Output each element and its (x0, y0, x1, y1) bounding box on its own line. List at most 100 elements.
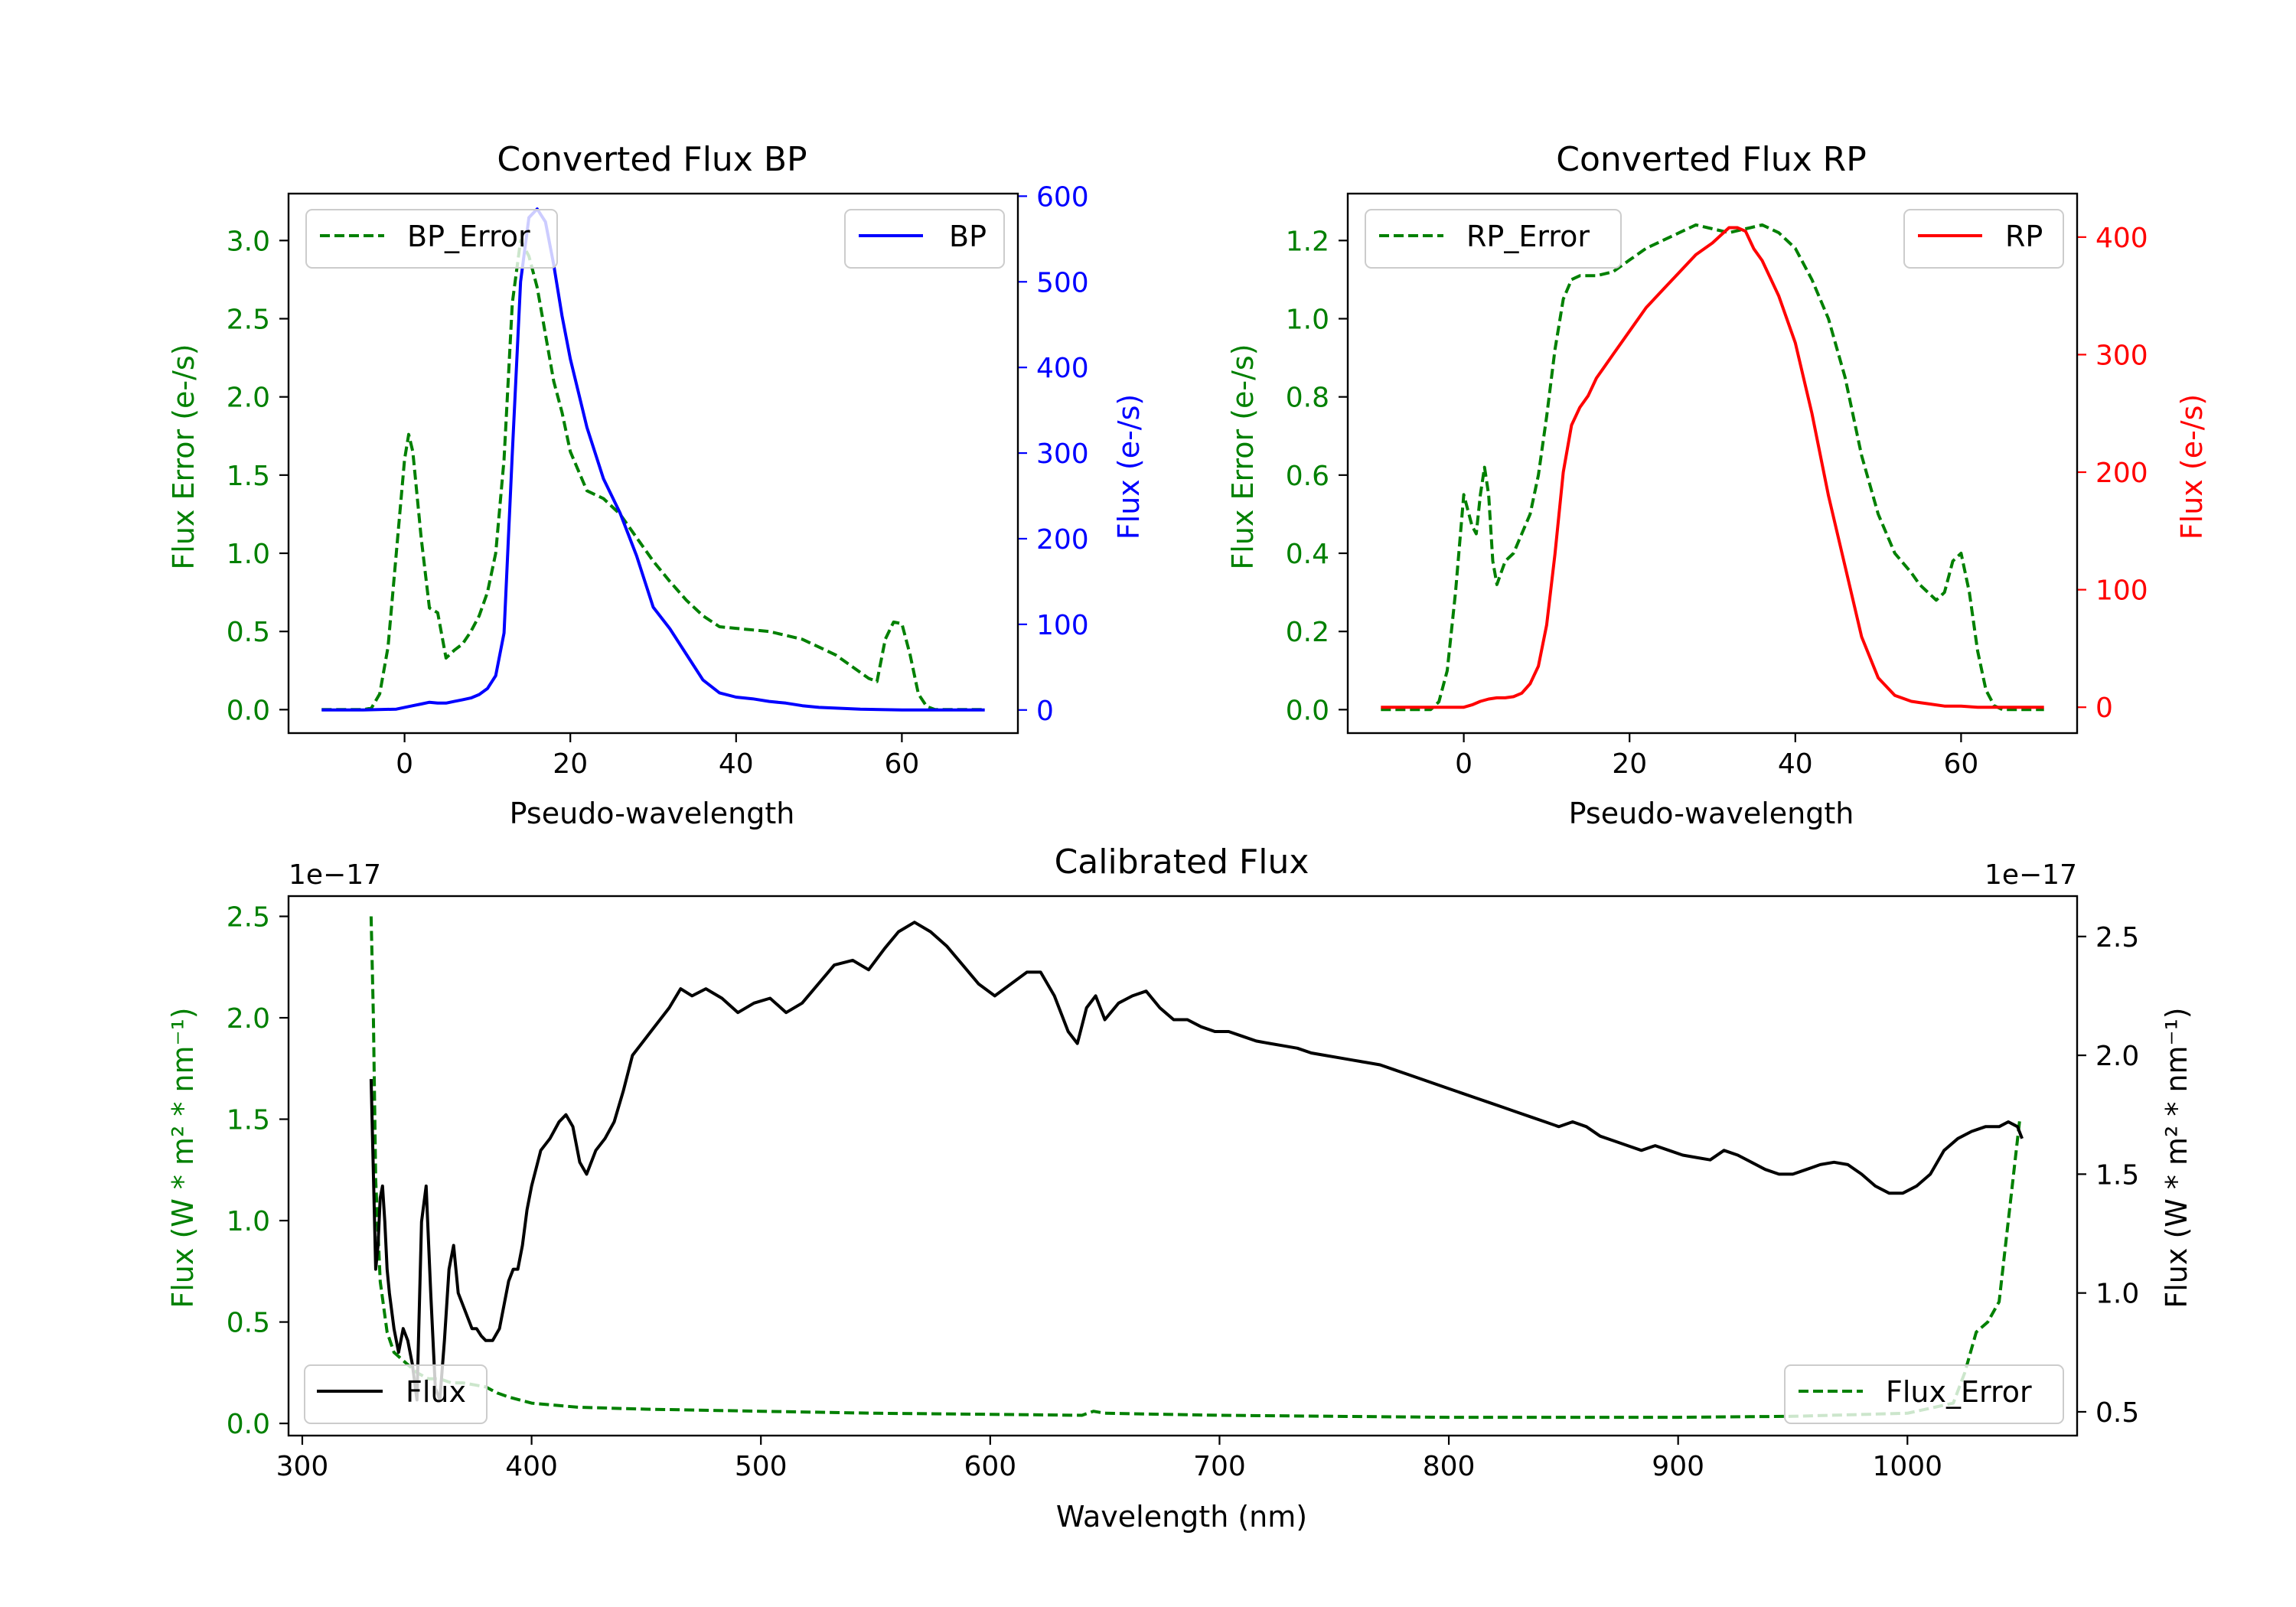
cal-legend-error-label: Flux_Error (1886, 1375, 2032, 1409)
cal-title: Calibrated Flux (1055, 843, 1309, 882)
bp-ytick-left-label: 2.5 (227, 304, 270, 335)
cal-legend-flux-label: Flux (406, 1375, 466, 1409)
rp-ytick-left-label: 0.8 (1286, 383, 1329, 414)
bp-ytick-left-label: 1.0 (227, 539, 270, 570)
rp-ytick-left-label: 0.6 (1286, 461, 1329, 492)
cal-ylabel-left: Flux (W * m² * nm⁻¹) (166, 1007, 200, 1308)
calibrated-ytick-right-label: 1.5 (2095, 1159, 2139, 1191)
rp-ytick-left-label: 1.0 (1286, 304, 1329, 335)
calibrated-xtick-label: 300 (276, 1451, 329, 1482)
rp-legend-flux-label: RP (2005, 220, 2043, 253)
bp-ytick-right-label: 500 (1036, 267, 1089, 298)
calibrated-xtick-label: 500 (735, 1451, 788, 1482)
rp-legend-error-box (1365, 209, 1622, 269)
calibrated-xtick-label: 700 (1193, 1451, 1246, 1482)
calibrated-xtick-label: 800 (1423, 1451, 1476, 1482)
bp-yticks-left: 0.0 0.5 1.0 1.5 2.0 2.5 3.0 (227, 226, 289, 726)
calibrated-xtick-label: 1000 (1872, 1451, 1942, 1482)
rp-ytick-left-label: 0.2 (1286, 617, 1329, 648)
rp-xtick-label: 40 (1778, 748, 1813, 780)
bp-legend-flux-box (844, 209, 1005, 269)
panel-calibrated: Calibrated Flux Wavelength (nm) Flux (W … (166, 843, 2193, 1534)
rp-ytick-left-label: 0.0 (1286, 695, 1329, 726)
calibrated-ytick-right-label: 1.0 (2095, 1279, 2139, 1310)
bp-legend-flux: BP (844, 209, 1005, 269)
bp-series-bp-error (321, 239, 985, 712)
rp-ytick-right-label: 300 (2095, 340, 2148, 371)
bp-ylabel-left: Flux Error (e-/s) (167, 344, 201, 569)
bp-ytick-left-label: 0.0 (227, 695, 270, 726)
cal-legend-flux-box (304, 1364, 488, 1424)
calibrated-ytick-left-label: 2.0 (227, 1003, 270, 1035)
cal-legend-error: Flux_Error (1784, 1364, 2064, 1424)
bp-ytick-right-label: 100 (1036, 610, 1089, 641)
cal-offset-left: 1e−17 (289, 859, 381, 891)
rp-legend-error-label: RP_Error (1466, 220, 1590, 253)
cal-ylabel-right: Flux (W * m² * nm⁻¹) (2160, 1007, 2193, 1308)
rp-ylabel-left: Flux Error (e-/s) (1226, 344, 1260, 569)
bp-xtick-label: 60 (884, 748, 919, 780)
panel-bp: Converted Flux BP Pseudo-wavelength Flux… (167, 140, 1146, 830)
rp-legend-flux: RP (1903, 209, 2064, 269)
calibrated-xtick-label: 400 (505, 1451, 558, 1482)
bp-legend-flux-label: BP (949, 220, 987, 253)
rp-xlabel: Pseudo-wavelength (1569, 797, 1854, 830)
cal-axes-frame (287, 895, 2079, 1437)
rp-xticks: 0 20 40 60 (1455, 733, 1978, 780)
panel-rp: Converted Flux RP Pseudo-wavelength Flux… (1226, 140, 2209, 830)
rp-axes-frame (1346, 192, 2079, 735)
cal-xticks: 300 400 500 600 700 800 900 1000 (276, 1436, 1942, 1482)
bp-ytick-right-label: 300 (1036, 438, 1089, 470)
calibrated-ytick-left-label: 1.0 (227, 1206, 270, 1237)
rp-yticks-left: 0.0 0.2 0.4 0.6 0.8 1.0 1.2 (1286, 226, 1348, 726)
rp-ytick-right-label: 400 (2095, 223, 2148, 254)
bp-xlabel: Pseudo-wavelength (510, 797, 795, 830)
calibrated-ytick-left-label: 0.5 (227, 1308, 270, 1339)
cal-offset-right: 1e−17 (1985, 859, 2077, 891)
bp-title: Converted Flux BP (497, 140, 807, 179)
calibrated-series-flux (369, 921, 2024, 1402)
calibrated-ytick-right-label: 2.0 (2095, 1041, 2139, 1072)
rp-series-rp (1381, 226, 2044, 709)
bp-legend-error-box (305, 209, 558, 269)
rp-lines (1381, 223, 2044, 712)
rp-ytick-right-label: 100 (2095, 575, 2148, 607)
bp-axes-frame (287, 192, 1019, 735)
cal-xlabel: Wavelength (nm) (1056, 1500, 1307, 1534)
bp-ytick-left-label: 3.0 (227, 226, 270, 257)
calibrated-xtick-label: 600 (964, 1451, 1016, 1482)
rp-ytick-right-label: 200 (2095, 458, 2148, 489)
rp-legend-flux-box (1903, 209, 2064, 269)
rp-xtick-label: 0 (1455, 748, 1473, 780)
rp-xtick-label: 60 (1943, 748, 1978, 780)
calibrated-ytick-left-label: 2.5 (227, 902, 270, 934)
rp-ytick-left-label: 1.2 (1286, 226, 1329, 257)
rp-ytick-right-label: 0 (2095, 693, 2113, 724)
bp-ytick-left-label: 2.0 (227, 383, 270, 414)
bp-xtick-label: 20 (553, 748, 588, 780)
calibrated-ytick-right-label: 0.5 (2095, 1397, 2139, 1429)
rp-title: Converted Flux RP (1556, 140, 1867, 179)
cal-legend-flux: Flux (304, 1364, 488, 1424)
cal-yticks-left: 0.0 0.5 1.0 1.5 2.0 2.5 (227, 902, 289, 1440)
bp-ytick-left-label: 1.5 (227, 461, 270, 492)
rp-series-rp-error (1381, 223, 2044, 712)
bp-ytick-left-label: 0.5 (227, 617, 270, 648)
rp-ytick-left-label: 0.4 (1286, 539, 1329, 570)
bp-xtick-label: 40 (719, 748, 754, 780)
cal-legend-error-box (1784, 1364, 2064, 1424)
bp-ytick-right-label: 200 (1036, 524, 1089, 556)
rp-legend-error: RP_Error (1365, 209, 1622, 269)
rp-yticks-right: 0 100 200 300 400 (2077, 223, 2148, 724)
bp-xtick-label: 0 (396, 748, 413, 780)
rp-ylabel-right: Flux (e-/s) (2175, 394, 2209, 539)
cal-yticks-right: 0.5 1.0 1.5 2.0 2.5 (2077, 922, 2139, 1429)
calibrated-ytick-left-label: 0.0 (227, 1409, 270, 1440)
calibrated-ytick-left-label: 1.5 (227, 1105, 270, 1136)
calibrated-ytick-right-label: 2.5 (2095, 922, 2139, 953)
bp-ytick-right-label: 400 (1036, 353, 1089, 384)
bp-xticks: 0 20 40 60 (396, 733, 919, 780)
calibrated-xtick-label: 900 (1652, 1451, 1704, 1482)
bp-legend-error: BP_Error (305, 209, 558, 269)
